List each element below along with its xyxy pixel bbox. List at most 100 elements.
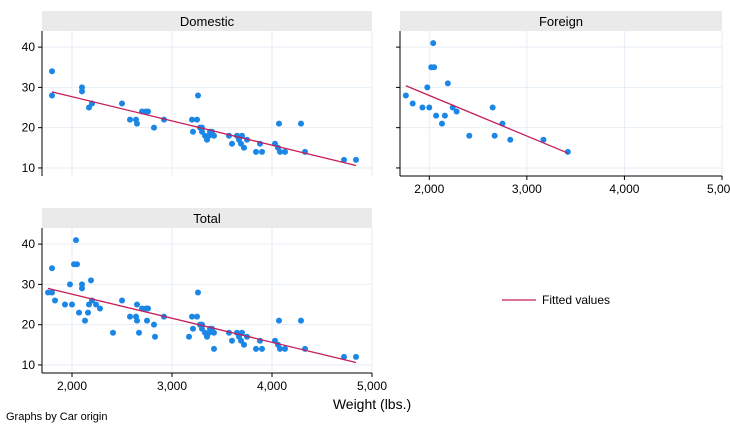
y-tick-label: 40	[22, 237, 36, 251]
data-point	[430, 40, 437, 47]
data-point	[97, 305, 103, 312]
panel-domestic: Domestic 10 20 30 40	[22, 11, 373, 176]
x-tick-label: 4,000	[257, 379, 287, 393]
panel-header	[42, 11, 372, 31]
x-tick-label: 2,000	[57, 379, 87, 393]
data-point	[229, 140, 235, 147]
y-tick-label: 20	[22, 318, 36, 332]
data-point	[211, 345, 217, 352]
data-point	[62, 301, 68, 308]
fitted-line	[51, 91, 357, 167]
data-point	[189, 313, 195, 320]
data-point	[110, 329, 116, 336]
data-point	[189, 116, 195, 123]
fitted-line	[405, 85, 569, 154]
y-tick-label: 20	[22, 121, 36, 135]
data-point	[276, 317, 282, 324]
data-point	[49, 68, 55, 75]
legend-label: Fitted values	[542, 293, 610, 307]
data-point	[253, 148, 259, 155]
data-point	[282, 345, 288, 352]
data-point	[229, 337, 235, 344]
y-tick-label: 10	[22, 161, 36, 175]
data-point	[438, 120, 445, 127]
data-point	[67, 281, 73, 288]
by-variable-note: Graphs by Car origin	[6, 411, 108, 423]
data-point	[127, 116, 133, 123]
data-point	[419, 104, 426, 111]
data-point	[88, 277, 94, 284]
data-point	[241, 144, 247, 151]
data-point	[119, 297, 125, 304]
data-point	[409, 100, 416, 107]
data-point	[444, 80, 451, 87]
data-point	[276, 120, 282, 127]
data-point	[491, 132, 498, 139]
data-point	[194, 116, 200, 123]
data-point	[195, 92, 201, 99]
data-point	[73, 237, 79, 244]
data-point	[76, 309, 82, 316]
data-point	[190, 325, 196, 332]
data-point	[426, 104, 433, 111]
panel-title: Domestic	[180, 14, 235, 29]
data-point	[298, 120, 304, 127]
data-point	[69, 301, 75, 308]
data-point	[466, 132, 473, 139]
panel-header	[400, 11, 722, 31]
x-tick-label: 5,000	[357, 379, 387, 393]
data-point	[259, 345, 265, 352]
panel-total: Total 10 20 30 40 2,000 3,000 4,000 5,000	[22, 208, 387, 393]
data-point	[241, 341, 247, 348]
data-point	[82, 317, 88, 324]
data-point	[52, 297, 58, 304]
data-point	[277, 345, 283, 352]
data-point	[353, 156, 359, 163]
data-point	[453, 108, 460, 115]
data-point	[134, 301, 140, 308]
data-point	[564, 148, 571, 155]
data-point	[402, 92, 409, 99]
data-point	[49, 92, 55, 99]
data-point	[93, 301, 99, 308]
data-point	[190, 128, 196, 135]
x-tick-label: 3,000	[512, 182, 542, 196]
y-tick-label: 40	[22, 40, 36, 54]
data-point	[151, 321, 157, 328]
data-point	[134, 120, 140, 127]
data-point	[119, 100, 125, 107]
panel-title: Total	[193, 211, 221, 226]
data-point	[145, 305, 151, 312]
data-point	[431, 64, 438, 71]
x-tick-label: 2,000	[414, 182, 444, 196]
data-point	[259, 148, 265, 155]
panel-header	[42, 208, 372, 228]
x-tick-label: 4,000	[609, 182, 639, 196]
data-point	[341, 353, 347, 360]
y-tick-label: 30	[22, 80, 36, 94]
y-tick-label: 10	[22, 358, 36, 372]
data-point	[341, 156, 347, 163]
data-point	[151, 124, 157, 131]
data-point	[424, 84, 431, 91]
data-point	[195, 289, 201, 296]
data-point	[211, 329, 217, 336]
data-point	[145, 108, 151, 115]
data-point	[489, 104, 496, 111]
x-tick-label: 3,000	[157, 379, 187, 393]
data-point	[540, 136, 547, 143]
legend: Fitted values	[502, 293, 610, 307]
data-point	[152, 333, 158, 340]
data-point	[85, 309, 91, 316]
x-axis-title: Weight (lbs.)	[333, 396, 411, 412]
panel-title: Foreign	[539, 14, 583, 29]
data-point	[144, 317, 150, 324]
data-point	[74, 261, 80, 268]
data-point	[211, 132, 217, 139]
y-tick-label: 30	[22, 277, 36, 291]
data-point	[79, 285, 85, 292]
data-point	[282, 148, 288, 155]
data-point	[433, 112, 440, 119]
data-point	[127, 313, 133, 320]
